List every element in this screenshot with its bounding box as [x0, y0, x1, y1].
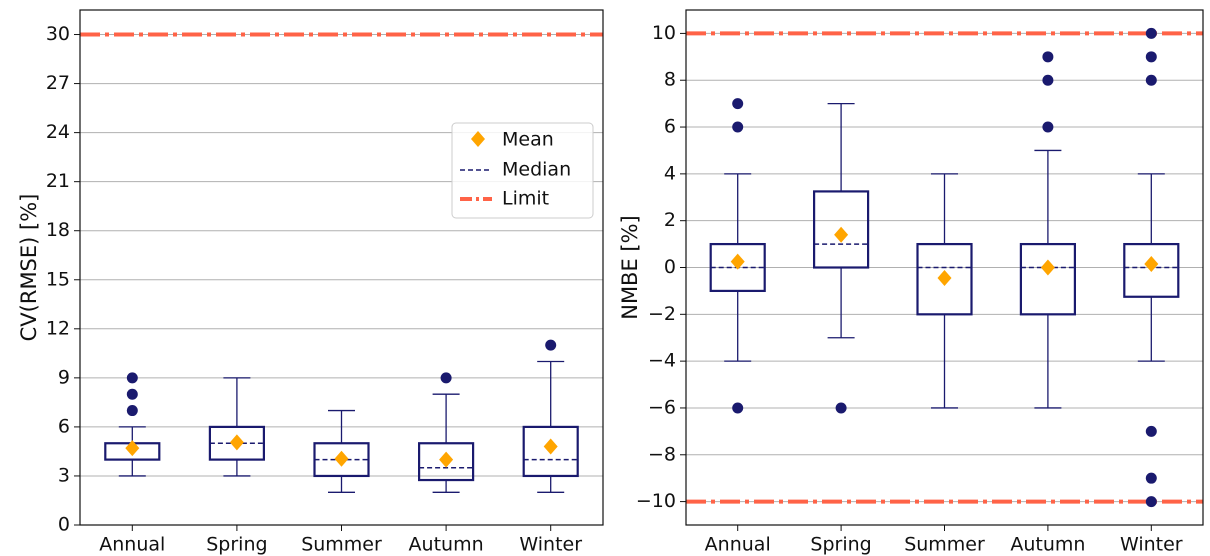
x-tick-label: Spring — [810, 534, 871, 556]
mean-marker — [730, 253, 745, 270]
outlier — [1042, 51, 1054, 63]
outlier — [1145, 51, 1157, 63]
plot-frame — [685, 9, 1204, 526]
y-tick-label: −2 — [648, 303, 676, 325]
y-tick-label: 3 — [58, 464, 70, 486]
box — [1123, 242, 1180, 298]
outlier — [1042, 74, 1054, 86]
y-tick-label: 10 — [652, 22, 676, 44]
outlier — [1145, 425, 1157, 437]
y-tick-label: 18 — [46, 219, 70, 241]
y-tick-label: −4 — [648, 350, 676, 372]
outlier — [835, 402, 847, 414]
y-tick-label: 6 — [58, 415, 70, 437]
y-tick-label: 30 — [46, 23, 70, 45]
y-tick-label: 24 — [46, 121, 70, 143]
mean-marker — [229, 434, 244, 451]
x-tick-label: Annual — [705, 534, 771, 556]
x-tick-label: Winter — [1120, 534, 1183, 556]
x-tick-label: Autumn — [1010, 534, 1085, 556]
legend-mean-marker — [471, 131, 485, 147]
outlier — [440, 372, 452, 384]
x-tick-label: Winter — [519, 534, 582, 556]
outlier — [732, 121, 744, 133]
x-tick-label: Summer — [301, 534, 382, 556]
mean-marker — [1144, 255, 1159, 272]
x-tick-label: Spring — [206, 534, 267, 556]
y-tick-label: 21 — [46, 170, 70, 192]
x-tick-label: Annual — [99, 534, 165, 556]
x-tick-label: Autumn — [409, 534, 484, 556]
y-tick-label: 9 — [58, 366, 70, 388]
legend-label: Median — [502, 159, 571, 181]
legend-box — [451, 122, 594, 219]
box — [812, 190, 870, 269]
y-tick-label: −8 — [648, 443, 676, 465]
y-tick-label: 0 — [664, 256, 676, 278]
mean-marker — [439, 451, 454, 468]
mean-marker — [937, 270, 952, 287]
box — [418, 442, 475, 482]
y-tick-label: 12 — [46, 317, 70, 339]
outlier — [732, 98, 744, 110]
x-tick-label: Summer — [904, 534, 985, 556]
box — [522, 425, 579, 478]
y-tick-label: −10 — [636, 490, 676, 512]
legend-label: Mean — [502, 129, 554, 151]
outlier — [1145, 27, 1157, 39]
outlier — [732, 402, 744, 414]
mean-marker — [334, 450, 349, 467]
y-tick-label: 6 — [664, 116, 676, 138]
y-tick-label: 4 — [664, 162, 676, 184]
outlier — [1145, 74, 1157, 86]
mean-marker — [834, 226, 849, 243]
box — [1019, 242, 1077, 316]
y-tick-label: 8 — [664, 69, 676, 91]
y-tick-label: 0 — [58, 514, 70, 536]
mean-marker — [543, 438, 558, 455]
outlier — [1042, 121, 1054, 133]
outlier — [1145, 472, 1157, 484]
y-tick-label: 2 — [664, 209, 676, 231]
y-axis-label: NMBE [%] — [618, 215, 642, 320]
outlier — [126, 388, 138, 400]
outlier — [1145, 496, 1157, 508]
plot-frame — [79, 9, 604, 526]
legend-label: Limit — [502, 188, 549, 210]
y-tick-label: 15 — [46, 268, 70, 290]
mean-marker — [125, 440, 140, 457]
y-tick-label: −6 — [648, 396, 676, 418]
outlier — [126, 405, 138, 417]
outlier — [545, 339, 557, 351]
y-tick-label: 27 — [46, 72, 70, 94]
y-axis-label: CV(RMSE) [%] — [17, 194, 41, 342]
mean-marker — [1040, 259, 1055, 276]
box — [916, 242, 973, 316]
outlier — [126, 372, 138, 384]
